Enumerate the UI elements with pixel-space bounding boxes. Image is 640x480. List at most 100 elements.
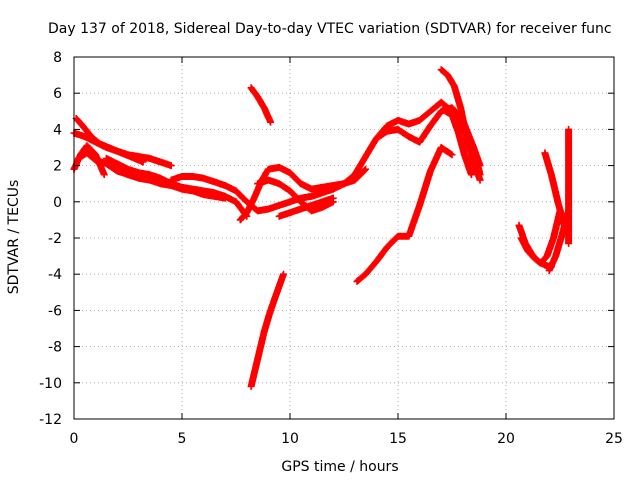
y-tick-label: -10	[39, 376, 62, 392]
data-point	[554, 254, 557, 258]
data-point	[418, 204, 421, 207]
series-arc-6	[113, 165, 229, 202]
data-point	[364, 155, 367, 158]
data-point	[278, 182, 281, 185]
series-markers	[353, 144, 456, 285]
data-point	[567, 200, 570, 203]
data-point	[180, 187, 184, 191]
x-tick-label: 5	[178, 431, 187, 447]
data-point	[81, 124, 84, 127]
data-point	[170, 178, 173, 182]
data-point	[116, 168, 119, 171]
data-point	[375, 260, 378, 263]
series-arc-12	[275, 194, 337, 220]
data-point	[543, 151, 547, 155]
data-point	[450, 106, 454, 109]
data-point	[446, 73, 449, 77]
series-markers	[236, 163, 370, 224]
data-point	[202, 193, 205, 196]
data-point	[321, 206, 324, 209]
data-point	[83, 135, 87, 138]
data-point	[224, 184, 227, 187]
data-point	[275, 291, 279, 294]
data-point	[245, 200, 248, 203]
data-point	[407, 135, 410, 138]
data-point	[262, 330, 266, 334]
data-point	[191, 189, 194, 193]
data-point	[418, 140, 421, 144]
data-point	[267, 178, 270, 182]
data-point	[85, 151, 89, 155]
data-point	[452, 84, 456, 88]
data-point	[567, 182, 570, 185]
data-point	[429, 169, 432, 173]
y-tick-label: 0	[53, 195, 62, 211]
data-point	[159, 182, 162, 185]
data-point	[137, 177, 140, 180]
series-markers	[247, 84, 275, 126]
data-point	[386, 245, 389, 249]
data-point	[539, 262, 542, 265]
y-tick-label: -8	[48, 340, 62, 356]
data-point	[239, 218, 242, 222]
data-point	[375, 137, 378, 140]
data-point	[269, 120, 272, 124]
data-point	[288, 189, 292, 193]
data-point	[450, 113, 454, 117]
data-point	[310, 187, 313, 191]
data-point	[245, 211, 248, 214]
data-point	[386, 130, 389, 133]
data-point	[332, 196, 335, 200]
data-point	[278, 204, 281, 207]
data-point	[310, 209, 313, 213]
data-point	[103, 173, 106, 176]
data-point	[407, 122, 410, 126]
data-point	[141, 160, 145, 164]
data-point	[107, 146, 110, 149]
x-tick-label: 15	[389, 431, 407, 447]
data-point	[355, 280, 359, 283]
chart-title: Day 137 of 2018, Sidereal Day-to-day VTE…	[48, 21, 612, 37]
y-tick-label: -2	[48, 231, 62, 247]
x-tick-label: 0	[70, 431, 79, 447]
x-tick-label: 25	[605, 431, 623, 447]
data-point	[256, 358, 259, 361]
data-point	[429, 110, 432, 113]
data-point	[545, 254, 549, 258]
data-point	[321, 200, 324, 203]
series-arc-22	[565, 125, 573, 247]
series-arc-15	[437, 66, 484, 184]
data-point	[299, 200, 302, 203]
data-point	[256, 209, 259, 213]
data-point	[234, 189, 238, 193]
data-point	[517, 224, 521, 227]
data-point	[552, 236, 555, 240]
x-tick-label: 10	[281, 431, 299, 447]
data-point	[440, 146, 443, 149]
data-point	[213, 195, 216, 198]
data-point	[459, 106, 462, 109]
data-point	[548, 269, 551, 272]
data-point	[267, 207, 270, 211]
data-point	[159, 160, 162, 164]
data-point	[126, 173, 130, 176]
data-point	[526, 249, 529, 252]
data-point	[180, 175, 184, 178]
data-point	[418, 119, 421, 122]
data-point	[116, 162, 119, 165]
data-point	[85, 144, 89, 147]
series-arc-7	[167, 173, 348, 215]
data-point	[288, 211, 292, 214]
y-tick-label: 8	[53, 50, 62, 66]
data-point	[224, 196, 227, 200]
data-point	[159, 177, 162, 180]
y-tick-label: -12	[39, 412, 62, 428]
data-point	[124, 153, 128, 156]
data-point	[440, 101, 443, 104]
series-markers	[247, 270, 288, 390]
series-arc-19	[517, 207, 564, 267]
data-point	[342, 182, 346, 185]
data-point	[332, 184, 335, 187]
series-arc-10	[247, 84, 275, 126]
